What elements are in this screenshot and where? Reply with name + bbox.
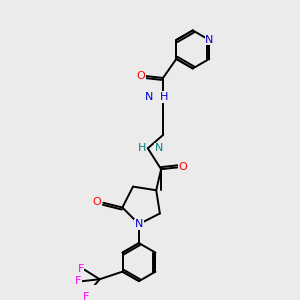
Text: F: F [77,264,84,274]
Text: N: N [205,35,213,45]
Text: N: N [145,92,154,102]
Text: F: F [83,292,90,300]
Text: O: O [137,71,146,81]
Text: O: O [92,197,101,207]
Text: N: N [154,143,163,153]
Text: O: O [178,162,187,172]
Text: F: F [75,276,81,286]
Text: H: H [160,92,169,102]
Text: H: H [137,143,146,153]
Text: N: N [135,219,143,229]
